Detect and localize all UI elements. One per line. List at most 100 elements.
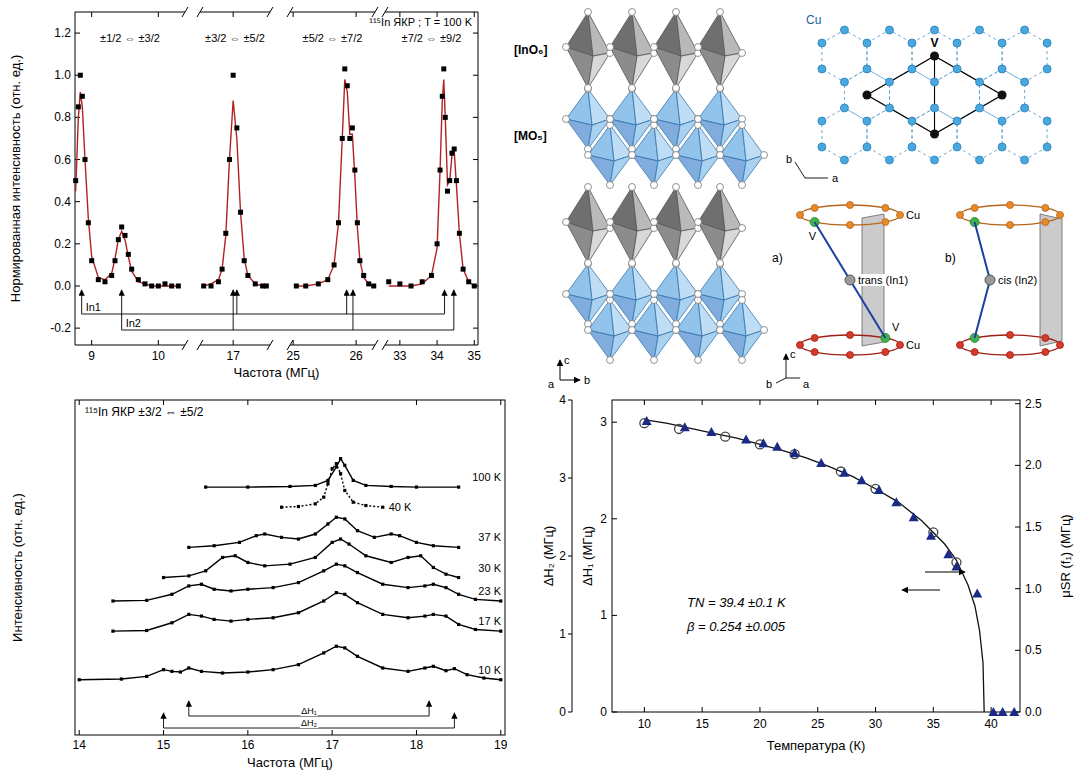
cu-atom [971,349,978,356]
atom-label: V [931,36,939,50]
y-tick [612,422,617,423]
polyhedron-face [632,330,658,360]
trace-point [356,571,359,574]
trace-line [79,646,501,680]
x-tick [644,400,645,405]
site-label: cis (In2) [998,274,1037,286]
y-tick [612,712,617,713]
polyhedron-face [720,155,746,185]
musr-point [988,707,998,716]
trace-point [326,482,329,485]
x-tick [416,400,417,405]
data-point [156,283,161,288]
polyhedron-face [676,330,702,360]
musr-point [874,485,884,494]
sketch-tag: b) [945,251,956,265]
trace-point [322,599,325,602]
x-tick-label: 20 [753,717,767,731]
oxygen-atom [695,116,702,123]
trace-point [288,563,291,566]
oxygen-atom [607,291,614,298]
x-tick-label: 25 [811,717,825,731]
label-patch [857,274,909,286]
musr-point [909,512,919,521]
cu-hexagon [1002,30,1047,82]
data-point [129,267,134,272]
oxygen-atom [717,9,724,16]
x-tick-label: 18 [410,738,424,752]
trace-point [297,663,300,666]
cu-atom [847,222,854,229]
cu-atom [885,104,893,112]
atom-label: Cu [806,13,821,27]
oxygen-atom [563,44,570,51]
cu-atom [811,334,818,341]
data-point [245,273,250,278]
transition-label: ±1/2 ⇔ ±3/2 [100,32,160,44]
axis-right [478,12,479,345]
data-point [169,283,174,288]
oxygen-atom [607,44,614,51]
x-tick-label: 10 [152,349,166,363]
x-tick [293,12,294,17]
trace-point [465,673,468,676]
axis-letter: c [790,348,796,360]
oxygen-atom [673,152,680,159]
x-tick-label: 17 [226,349,240,363]
cu-atom [882,349,889,356]
y-tick [473,75,478,76]
trace-point [272,668,275,671]
splitting-arrow [188,701,189,716]
oxygen-atom [585,184,592,191]
x-tick [233,12,234,17]
x-tick [91,340,92,345]
segment-lines [76,92,179,286]
trace-point [213,588,216,591]
trace-label: 17 K [478,615,501,627]
polyhedron-face [720,12,742,56]
x-tick-label: 35 [927,717,941,731]
cu-atom [847,352,854,359]
trace-line [206,459,459,487]
oxygen-atom [717,327,724,334]
data-point [472,283,477,288]
x-tick-label: 33 [393,349,407,363]
data-point [445,189,450,194]
x-tick [91,12,92,17]
data-point [78,73,83,78]
atom-label: V [809,230,817,242]
trace-point [364,504,367,507]
data-point [96,277,101,282]
trace-point [390,485,393,488]
data-point [242,258,247,263]
oxygen-atom [673,261,680,268]
trace-point [381,613,384,616]
data-point [113,258,118,263]
polyhedron-face [610,330,632,360]
polyhedron-label: [InO₆] [514,43,547,57]
y-tick [473,328,478,329]
x-tick [437,340,438,345]
x-tick [500,730,501,735]
trace-point [297,611,300,614]
y2-tick [1015,465,1020,466]
y2-tick-label: 2.5 [1025,397,1042,411]
x-tick [399,340,400,345]
outer-y-tick [568,634,572,635]
trace-point [170,593,173,596]
fit-group [644,420,984,712]
axis-arrow [560,380,580,381]
data-point [443,115,448,120]
polyhedron-face [632,228,654,263]
oxygen-atom [739,122,746,129]
v-atom [930,130,939,139]
cu-hexagon [935,69,980,121]
cu-atom [953,65,961,73]
trace-line [189,517,459,547]
axis-letter: a [548,378,555,390]
polyhedron-face [742,155,764,185]
oxygen-atom [585,260,592,267]
cu-atom [1021,78,1029,86]
trace-line [113,564,501,601]
y-tick [612,615,617,616]
